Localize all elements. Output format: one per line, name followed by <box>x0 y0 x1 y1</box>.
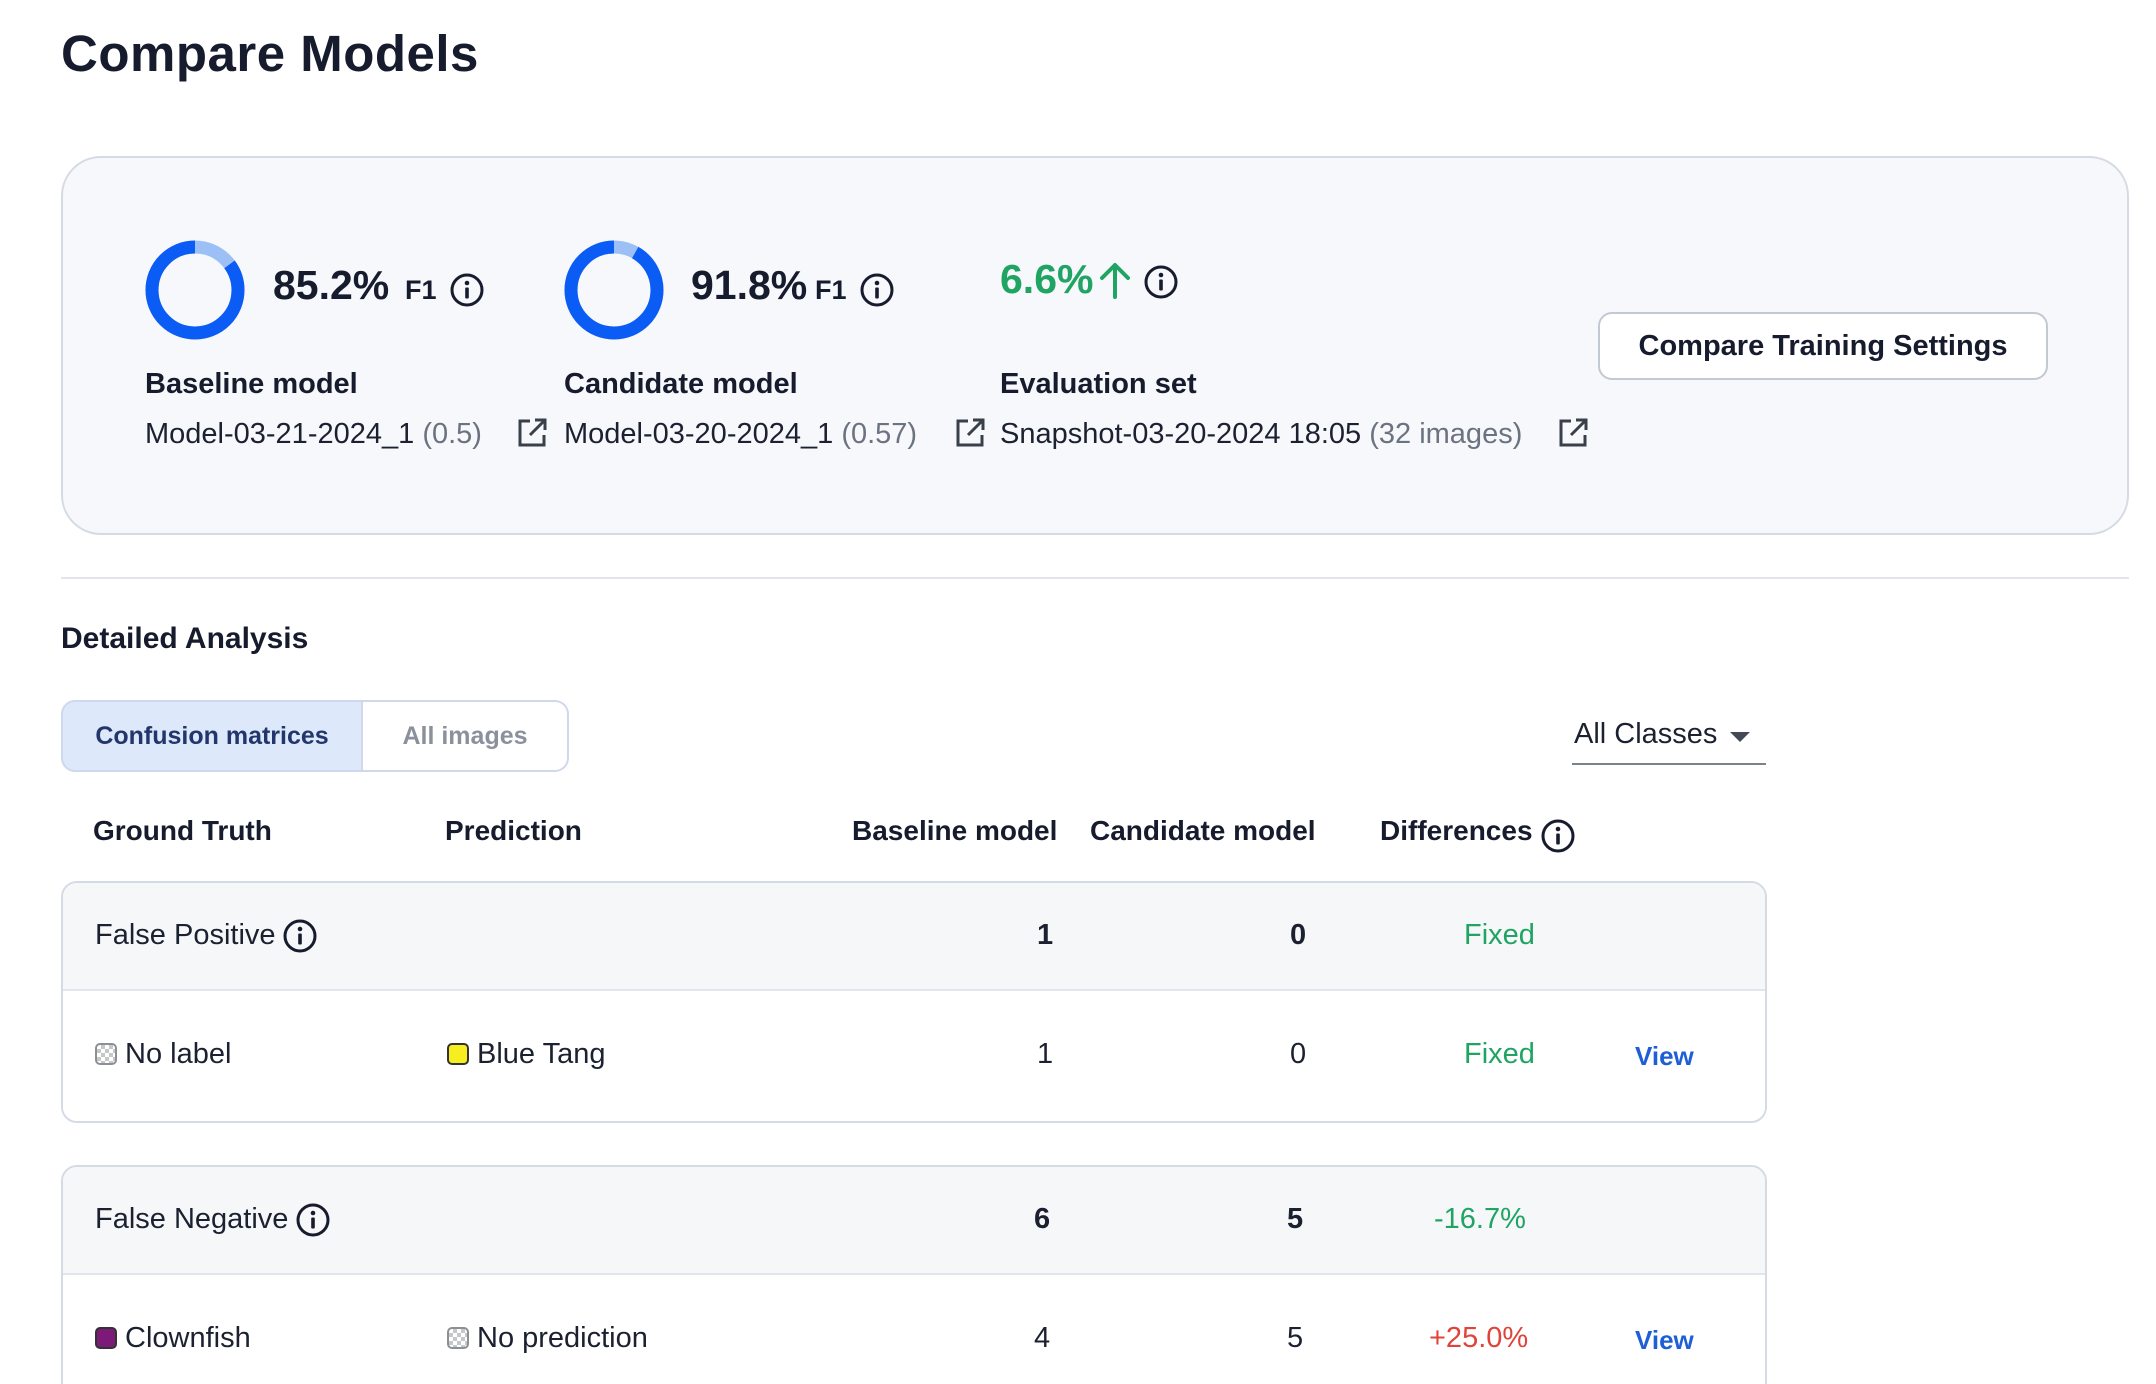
baseline-f1-value: 85.2% <box>273 262 390 308</box>
page-title: Compare Models <box>61 25 479 82</box>
group-candidate-count: 5 <box>1287 1203 1304 1235</box>
candidate-f1-ring <box>564 240 664 340</box>
info-icon[interactable] <box>449 272 485 308</box>
analysis-tabs: Confusion matrices All images <box>61 700 569 772</box>
column-header-candidate: Candidate model <box>1090 815 1316 846</box>
prediction-cell: Blue Tang <box>447 1038 605 1071</box>
detailed-analysis-title: Detailed Analysis <box>61 622 309 655</box>
class-filter-select[interactable]: All Classes <box>1572 710 1766 765</box>
table-row: No label Blue Tang 1 0 Fixed View <box>63 991 1765 1121</box>
external-link-icon[interactable] <box>515 416 549 450</box>
candidate-model-label: Candidate model <box>564 368 798 400</box>
baseline-f1-ring <box>145 240 245 340</box>
evaluation-set-name: Snapshot-03-20-2024 18:05 (32 images) <box>1000 418 1523 450</box>
info-icon[interactable] <box>1540 818 1576 854</box>
info-icon[interactable] <box>859 272 895 308</box>
candidate-f1-unit: F1 <box>815 275 847 305</box>
compare-training-settings-button[interactable]: Compare Training Settings <box>1598 312 2048 380</box>
class-color-swatch <box>95 1327 117 1349</box>
evaluation-set-label: Evaluation set <box>1000 368 1197 400</box>
class-color-swatch <box>447 1043 469 1065</box>
group-title: False Positive <box>95 919 276 951</box>
view-link[interactable]: View <box>1635 1041 1694 1071</box>
ground-truth-cell: No label <box>95 1038 231 1071</box>
baseline-count: 4 <box>1034 1322 1051 1354</box>
external-link-icon[interactable] <box>953 416 987 450</box>
false-positive-group: False Positive 1 0 Fixed No label Blue T… <box>61 881 1767 1123</box>
info-icon[interactable] <box>1143 264 1179 300</box>
group-difference: Fixed <box>1464 919 1535 951</box>
f1-delta-value: 6.6% <box>1000 256 1094 302</box>
group-header: False Negative 6 5 -16.7% <box>63 1167 1765 1275</box>
difference-value: Fixed <box>1464 1038 1535 1070</box>
difference-value: +25.0% <box>1429 1322 1529 1354</box>
group-baseline-count: 1 <box>1037 919 1054 951</box>
checkerboard-icon <box>95 1043 117 1065</box>
false-negative-group: False Negative 6 5 -16.7% Clownfish No p… <box>61 1165 1767 1384</box>
candidate-count: 0 <box>1290 1038 1307 1070</box>
group-baseline-count: 6 <box>1034 1203 1051 1235</box>
table-row: Clownfish No prediction 4 5 +25.0% View <box>63 1275 1765 1384</box>
baseline-model-label: Baseline model <box>145 368 358 400</box>
checkerboard-icon <box>447 1327 469 1349</box>
tab-all-images[interactable]: All images <box>363 700 569 772</box>
candidate-model-name: Model-03-20-2024_1 (0.57) <box>564 418 918 450</box>
class-filter-value: All Classes <box>1574 718 1718 750</box>
chevron-down-icon <box>1730 732 1750 742</box>
group-title: False Negative <box>95 1203 289 1235</box>
prediction-cell: No prediction <box>447 1322 648 1355</box>
group-header: False Positive 1 0 Fixed <box>63 883 1765 991</box>
info-icon[interactable] <box>295 1202 331 1238</box>
view-link[interactable]: View <box>1635 1325 1694 1355</box>
column-header-differences: Differences <box>1380 815 1533 846</box>
column-header-prediction: Prediction <box>445 815 582 846</box>
candidate-count: 5 <box>1287 1322 1304 1354</box>
tab-confusion-matrices[interactable]: Confusion matrices <box>61 700 363 772</box>
column-header-ground-truth: Ground Truth <box>93 815 272 846</box>
info-icon[interactable] <box>282 918 318 954</box>
baseline-f1-unit: F1 <box>405 275 437 305</box>
baseline-model-name: Model-03-21-2024_1 (0.5) <box>145 418 482 450</box>
baseline-count: 1 <box>1037 1038 1054 1070</box>
group-candidate-count: 0 <box>1290 919 1307 951</box>
external-link-icon[interactable] <box>1556 416 1590 450</box>
ground-truth-cell: Clownfish <box>95 1322 251 1355</box>
group-difference: -16.7% <box>1434 1203 1526 1235</box>
arrow-up-icon <box>1100 263 1130 299</box>
column-header-baseline: Baseline model <box>852 815 1058 846</box>
section-divider <box>61 577 2129 579</box>
candidate-f1-value: 91.8% <box>691 262 808 308</box>
